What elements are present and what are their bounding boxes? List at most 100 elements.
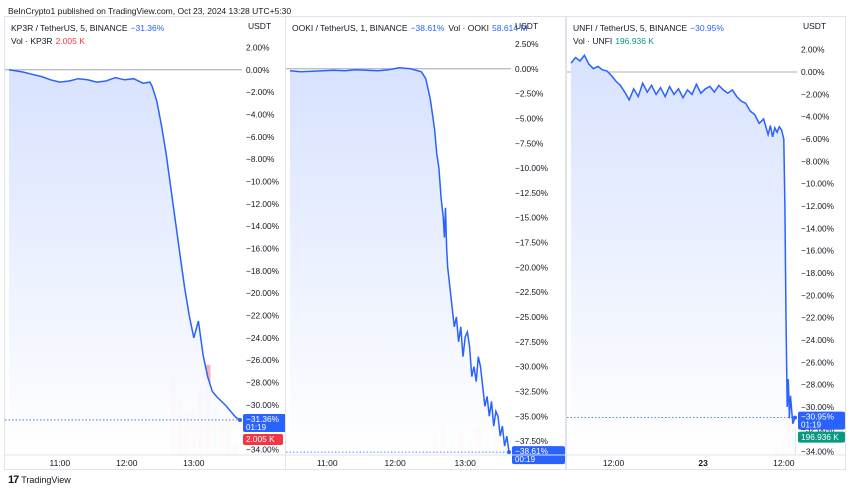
last-price-label: −31.36% [246,414,280,424]
tradingview-brand: TradingView [21,475,71,485]
currency-label: USDT [515,21,539,31]
change-percent: −38.61% [410,23,445,33]
symbol-title: OOKI / TetherUS, 1, BINANCE [292,23,408,33]
y-tick-label: 2.00% [246,42,270,52]
y-tick-label: −28.00% [801,380,835,390]
y-tick-label: −8.00% [246,154,275,164]
y-tick-label: −12.00% [246,199,280,209]
volume-tag [798,431,845,443]
chart-panel-unfi[interactable]: 2.00% 0.00% −2.00% −4.00% −6.00% −8.00% −10.00… [566,16,846,470]
volume-value: 58.614 M [492,23,528,33]
last-price-dot [507,450,511,455]
last-price-label: −38.61% [515,446,549,456]
y-tick-label: −2.00% [246,87,275,97]
legend: KP3R / TetherUS, 5, BINANCE −31.36% Vol ·… [11,22,164,48]
y-tick-label: −6.00% [801,134,830,144]
y-tick-label: −22.00% [246,310,280,320]
tradingview-logo: 17 [8,474,19,486]
y-tick-label: −16.00% [801,246,835,256]
y-tick-label: −30.00% [801,402,835,412]
volume-label: Vol · KP3R [11,36,53,46]
countdown-label: 01:19 [801,421,822,430]
publish-info: BeInCrypto1 published on TradingView.com… [8,6,292,16]
y-tick-label: −5.00% [515,113,544,123]
x-tick-label: 11:00 [317,458,338,468]
price-line [570,53,796,424]
y-tick-label: −15.00% [515,213,549,223]
y-tick-label: −12.00% [801,201,835,211]
y-tick-label: −2.00% [801,89,830,99]
price-area [571,55,795,456]
x-tick-label: 12:00 [116,458,138,468]
x-tick-label: 12:00 [773,458,795,468]
y-tick-label: −22.00% [801,313,835,323]
legend: OOKI / TetherUS, 1, BINANCE −38.61% Vol · … [292,22,527,35]
last-price-dot [793,415,797,420]
footer: 17 TradingView [8,474,71,486]
y-tick-label: −12.50% [515,188,549,198]
price-line [289,67,510,453]
y-tick-label: −18.00% [801,268,835,278]
chart-svg-ooki[interactable]: 2.50% 0.00% −2.50% −5.00% −7.50% −10.00% −12.5… [286,17,566,470]
y-tick-label: −26.00% [246,355,280,365]
chart-panel-ooki[interactable]: 2.50% 0.00% −2.50% −5.00% −7.50% −10.00% −12.5… [285,16,566,470]
change-percent: −31.36% [130,23,165,33]
volume-tag-label: 196.936 K [801,432,839,442]
y-tick-label: −24.00% [246,333,280,343]
y-tick-label: −6.00% [246,132,275,142]
y-tick-label: −37.50% [515,436,549,446]
y-tick-label: 0.00% [246,65,270,75]
currency-label: USDT [803,21,827,31]
price-line [8,69,241,421]
y-tick-label: −22.50% [515,287,549,297]
volume-value: 196.936 K [615,36,654,46]
y-tick-label: −27.50% [515,337,549,347]
symbol-title: UNFI / TetherUS, 5, BINANCE [573,23,688,33]
y-tick-label: 0.00% [515,64,539,74]
price-area [9,69,240,456]
y-tick-label: −28.00% [246,377,280,387]
y-tick-label: −34.00% [801,447,835,457]
y-tick-label: −26.00% [801,357,835,367]
volume-label: Vol · OOKI [448,23,489,33]
y-tick-label: −8.00% [801,156,830,166]
volume-tag [243,433,283,445]
y-tick-label: −14.00% [801,223,835,233]
y-tick-label: 2.00% [801,45,825,55]
y-tick-label: −4.00% [246,109,275,119]
y-tick-label: −25.00% [515,312,549,322]
x-tick-label: 12:00 [384,458,406,468]
y-tick-label: −10.00% [246,176,280,186]
price-area [290,67,509,456]
volume-tag-label: 2.005 K [246,434,275,444]
last-price-dot [238,417,242,422]
y-tick-label: −17.50% [515,238,549,248]
change-percent: −30.95% [690,23,724,33]
symbol-title: KP3R / TetherUS, 5, BINANCE [11,23,128,33]
x-tick-label: 23 [698,458,708,468]
y-tick-label: −20.00% [801,290,835,300]
x-tick-label: 12:00 [603,458,625,468]
volume-label: Vol · UNFI [573,36,613,46]
y-tick-label: −30.00% [246,400,280,410]
x-tick-label: 13:00 [183,458,205,468]
x-tick-label: 13:00 [455,458,477,468]
y-tick-label: −34.00% [246,444,280,454]
last-price-tag [243,413,286,432]
y-tick-label: −35.00% [515,411,549,421]
chart-svg-unfi[interactable]: 2.00% 0.00% −2.00% −4.00% −6.00% −8.00% −10.00… [567,17,846,470]
y-tick-label: −4.00% [801,112,830,122]
y-tick-label: −10.00% [801,179,835,189]
chart-panel-kp3r[interactable]: 2.00% 0.00% −2.00% −4.00% −6.00% −8.00% −10.00… [4,16,287,470]
countdown-label: 01:19 [246,423,267,432]
volume-value: 2.005 K [55,36,85,46]
y-tick-label: −32.50% [515,386,549,396]
y-tick-label: −20.00% [515,262,549,272]
y-tick-label: −30.00% [515,362,549,372]
y-tick-label: −14.00% [246,221,280,231]
chart-svg-kp3r[interactable]: 2.00% 0.00% −2.00% −4.00% −6.00% −8.00% −10.00… [5,17,287,470]
legend: UNFI / TetherUS, 5, BINANCE −30.95% Vol ·… [573,22,724,48]
x-tick-label: 11:00 [49,458,70,468]
y-tick-label: −10.00% [515,163,549,173]
currency-label: USDT [248,21,272,31]
